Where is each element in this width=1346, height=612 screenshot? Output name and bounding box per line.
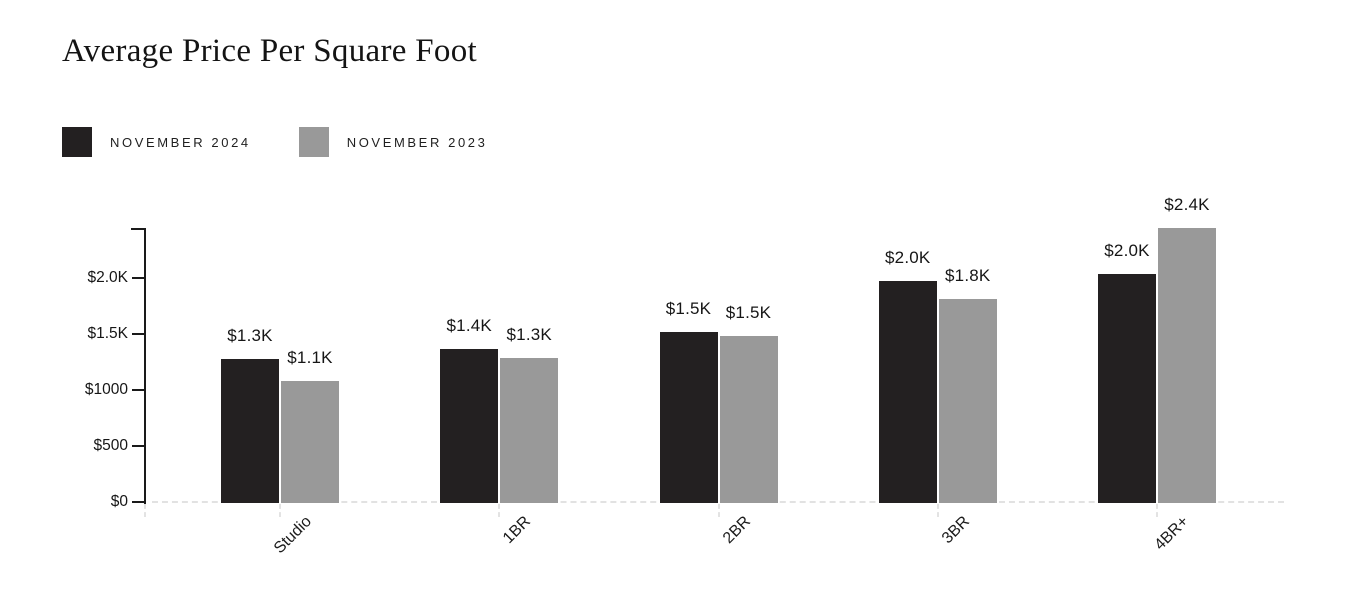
baseline-subtick	[717, 504, 720, 517]
zero-baseline	[152, 501, 1284, 503]
y-tick-label: $0	[110, 493, 128, 510]
y-axis-top-cap	[131, 227, 145, 230]
x-category-label-4br+: 4BR+	[1151, 513, 1193, 554]
baseline-subtick	[498, 504, 501, 517]
x-category-label-3br: 3BR	[938, 513, 973, 548]
x-category-label-1br: 1BR	[500, 513, 535, 548]
bar-1br-november-2023	[500, 358, 559, 503]
legend-label-2024: NOVEMBER 2024	[110, 134, 251, 150]
bar-value-label: $1.1K	[287, 348, 333, 368]
bar-value-label: $1.5K	[725, 303, 772, 323]
x-category-label-studio: Studio	[270, 513, 316, 558]
bar-value-label: $2.0K	[1104, 240, 1150, 260]
bar-studio-november-2024	[221, 359, 279, 503]
legend-label-2023: NOVEMBER 2023	[346, 134, 488, 150]
legend-item-november-2023: NOVEMBER 2023	[298, 127, 488, 157]
bar-3br-november-2024	[878, 281, 937, 503]
baseline-subtick	[936, 504, 939, 517]
bar-2br-november-2023	[719, 336, 778, 503]
y-tick-label: $1.5K	[87, 325, 128, 342]
bar-value-label: $1.8K	[945, 266, 991, 286]
legend-swatch-2023-icon	[298, 127, 329, 157]
baseline-subtick-axis	[144, 504, 146, 517]
x-category-label-2br: 2BR	[719, 513, 754, 548]
baseline-subtick	[279, 504, 281, 517]
y-axis-tick	[132, 333, 145, 335]
bar-value-label: $1.3K	[227, 326, 273, 346]
bar-studio-november-2023	[281, 381, 339, 503]
baseline-subtick	[1156, 504, 1158, 517]
bar-2br-november-2024	[659, 332, 718, 503]
bar-value-label: $1.3K	[506, 325, 552, 345]
bar-4br+-november-2023	[1158, 227, 1216, 503]
y-axis-tick	[132, 277, 145, 279]
y-axis-line	[144, 227, 146, 504]
y-tick-label: $2.0K	[87, 269, 128, 286]
legend-item-november-2024: NOVEMBER 2024	[62, 127, 251, 157]
bar-value-label: $1.4K	[446, 316, 492, 336]
bar-value-label: $2.0K	[885, 248, 931, 268]
bar-3br-november-2023	[938, 299, 997, 503]
y-axis-tick	[132, 501, 145, 503]
bar-1br-november-2024	[440, 349, 499, 503]
legend-swatch-2024-icon	[62, 127, 92, 157]
y-tick-label: $500	[93, 437, 128, 454]
legend: NOVEMBER 2024 NOVEMBER 2023	[62, 127, 487, 157]
bar-value-label: $1.5K	[665, 299, 712, 319]
bar-value-label: $2.4K	[1164, 194, 1210, 214]
y-tick-label: $1000	[84, 381, 128, 398]
y-axis-tick	[132, 389, 145, 391]
bar-4br+-november-2024	[1098, 273, 1156, 503]
y-axis-tick	[132, 445, 145, 447]
chart-title: Average Price Per Square Foot	[62, 33, 477, 69]
